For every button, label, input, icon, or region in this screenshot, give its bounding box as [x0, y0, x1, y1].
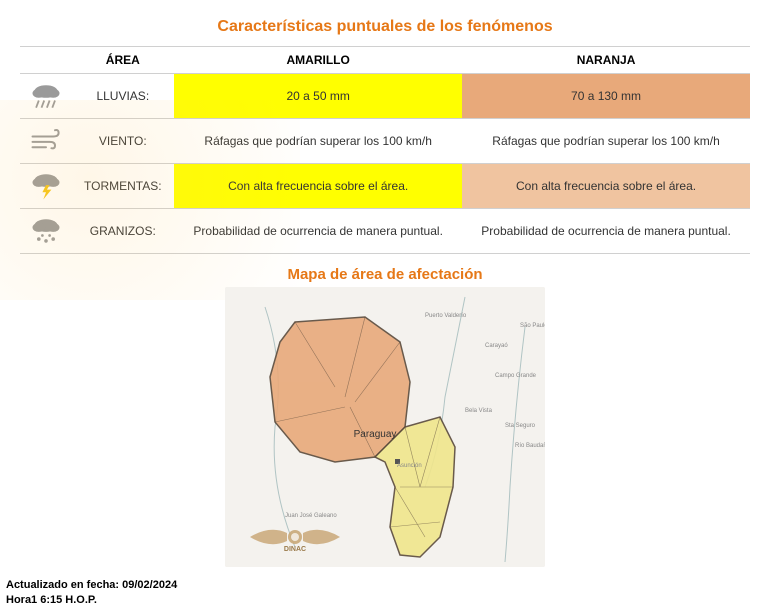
amarillo-value: Con alta frecuencia sobre el área.: [174, 164, 462, 209]
affected-area-map: Paraguay Puerto Valderío São Paulo Carayaó…: [225, 287, 545, 567]
amarillo-value: 20 a 50 mm: [174, 74, 462, 119]
table-row: LLUVIAS:20 a 50 mm70 a 130 mm: [20, 74, 750, 119]
row-label: VIENTO:: [71, 119, 174, 164]
svg-text:São Paulo: São Paulo: [520, 323, 545, 329]
row-label: LLUVIAS:: [71, 74, 174, 119]
main-title: Características puntuales de los fenómen…: [20, 0, 750, 47]
svg-text:DINAC: DINAC: [284, 546, 306, 553]
col-amarillo: AMARILLO: [174, 47, 462, 74]
amarillo-value: Probabilidad de ocurrencia de manera pun…: [174, 209, 462, 254]
naranja-value: 70 a 130 mm: [462, 74, 750, 119]
row-label: GRANIZOS:: [71, 209, 174, 254]
svg-text:Asunción: Asunción: [397, 463, 422, 469]
naranja-value: Ráfagas que podrían superar los 100 km/h: [462, 119, 750, 164]
row-label: TORMENTAS:: [71, 164, 174, 209]
svg-text:Puerto Valderío: Puerto Valderío: [425, 313, 467, 319]
naranja-value: Con alta frecuencia sobre el área.: [462, 164, 750, 209]
col-naranja: NARANJA: [462, 47, 750, 74]
footer-date: Actualizado en fecha: 09/02/2024: [6, 578, 177, 592]
map-country-label: Paraguay: [354, 429, 397, 440]
rain-icon: [20, 74, 71, 119]
hail-icon: [20, 209, 71, 254]
table-row: VIENTO:Ráfagas que podrían superar los 1…: [20, 119, 750, 164]
wind-icon: [20, 119, 71, 164]
footer-time: Hora1 6:15 H.O.P.: [6, 593, 177, 607]
table-row: TORMENTAS:Con alta frecuencia sobre el á…: [20, 164, 750, 209]
update-footer: Actualizado en fecha: 09/02/2024 Hora1 6…: [6, 578, 177, 607]
svg-text:Bela Vista: Bela Vista: [465, 408, 493, 414]
table-row: GRANIZOS:Probabilidad de ocurrencia de m…: [20, 209, 750, 254]
svg-text:Juan José Galeano: Juan José Galeano: [285, 513, 337, 519]
storm-icon: [20, 164, 71, 209]
svg-text:Sta Seguro: Sta Seguro: [505, 423, 536, 429]
svg-text:Carayaó: Carayaó: [485, 343, 508, 349]
amarillo-value: Ráfagas que podrían superar los 100 km/h: [174, 119, 462, 164]
map-title: Mapa de área de afectación: [0, 254, 770, 287]
svg-text:Río Baudaño: Río Baudaño: [515, 443, 545, 449]
svg-text:Campo Grande: Campo Grande: [495, 373, 537, 379]
col-area: ÁREA: [71, 47, 174, 74]
naranja-value: Probabilidad de ocurrencia de manera pun…: [462, 209, 750, 254]
phenomena-table: ÁREA AMARILLO NARANJA LLUVIAS:20 a 50 mm…: [20, 47, 750, 254]
orange-region: [270, 317, 410, 462]
